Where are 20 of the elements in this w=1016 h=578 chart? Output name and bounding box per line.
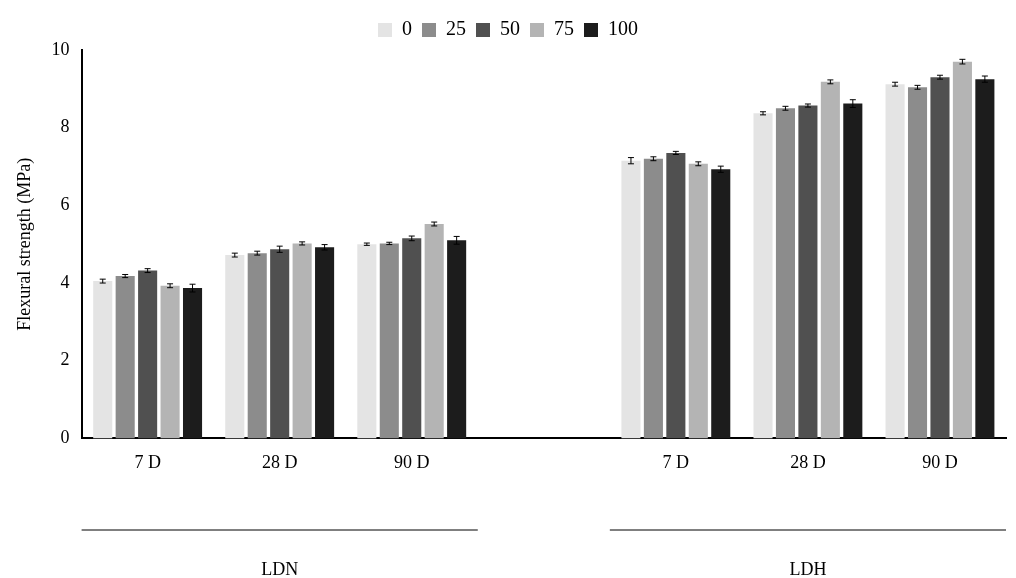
- x-tick-label: 28 D: [790, 451, 826, 472]
- legend-label: 0: [402, 17, 412, 40]
- legend-label: 50: [500, 17, 520, 40]
- y-tick-label: 6: [60, 194, 70, 215]
- text: LDH: [789, 558, 827, 578]
- y-tick-label: 8: [60, 116, 70, 137]
- x-tick-label: 90 D: [922, 451, 958, 472]
- x-tick-label: 28 D: [261, 451, 298, 472]
- y-tick-label: 0: [60, 427, 70, 448]
- y-axis-title: Flexural strength (MPa): [13, 157, 35, 331]
- legend-label: 25: [446, 17, 466, 40]
- legend-label: 75: [554, 17, 574, 40]
- y-tick-label: 4: [60, 271, 70, 292]
- text: LDN: [261, 558, 299, 578]
- x-tick-label: 90 D: [393, 451, 430, 472]
- x-tick-label: 7 D: [662, 451, 690, 472]
- y-tick-label: 10: [51, 38, 70, 59]
- y-tick-label: 2: [60, 349, 70, 370]
- legend-label: 100: [608, 17, 638, 40]
- x-tick-label: 7 D: [134, 451, 161, 472]
